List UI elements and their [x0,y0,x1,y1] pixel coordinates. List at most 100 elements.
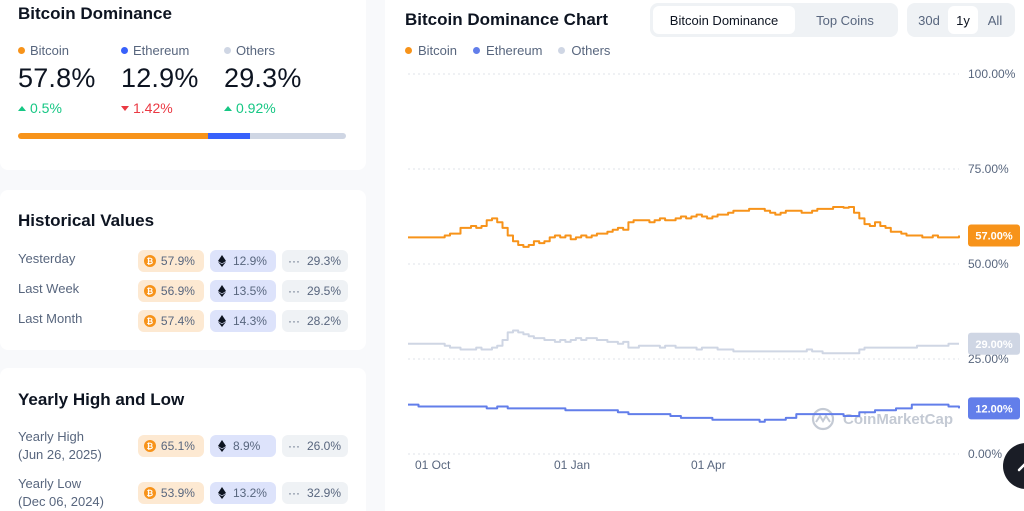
bitcoin-icon: ₿ [143,440,156,452]
coin-dominance-value: 29.3% [224,63,302,93]
series-line-others [408,329,959,355]
chart-type-toggle: Bitcoin Dominance Top Coins [650,3,898,37]
end-label-others: 29.00% [968,332,1020,355]
yearly-row: Yearly High (Jun 26, 2025) ₿ 65.1% 8.9% ··… [18,428,348,464]
end-label-bg [968,397,1020,420]
series-line-ethereum [408,403,960,423]
chart-grid [408,73,959,455]
more-dots-icon: ··· [287,254,300,268]
ethereum-pill: 12.9% [209,250,276,272]
more-dots-icon: ··· [287,284,300,298]
watermark-text: CoinMarketCap [843,411,953,428]
row-label: Yearly Low [18,476,82,491]
y-tick-label: 0.00% [968,447,1002,461]
row-label: Last Month [18,311,83,326]
end-label-bg [968,332,1020,355]
end-label-bg [968,224,1020,247]
dominance-chart-card: Bitcoin Dominance Chart Bitcoin Dominanc… [385,0,1024,511]
chart-series [408,206,960,423]
ethereum-dot-icon [121,47,128,54]
bitcoin-icon: ₿ [143,285,156,297]
coin-name: Others [236,43,276,58]
more-dots-icon: ··· [287,314,300,328]
y-tick-label: 50.00% [968,257,1009,271]
y-tick-label: 25.00% [968,352,1009,366]
bitcoin-pill: ₿ 57.4% [137,310,204,332]
triangle-up-icon [18,105,26,111]
others-pill: ··· 29.5% [281,280,348,302]
scroll-to-top-button[interactable] [1003,443,1024,489]
ethereum-icon [216,285,228,297]
others-pill: ··· 32.9% [281,482,348,504]
legend-item-others[interactable]: Others [558,43,610,58]
yearly-row: Yearly Low (Dec 06, 2024) ₿ 53.9% 13.2% ··… [18,475,348,511]
yearly-title: Yearly High and Low [18,390,185,409]
x-tick-label: 01 Apr [691,458,726,472]
tab-top-coins[interactable]: Top Coins [816,12,874,28]
others-dot-icon [224,47,231,54]
y-tick-label: 75.00% [968,162,1009,176]
bitcoin-pill: ₿ 57.9% [137,250,204,272]
row-date: (Jun 26, 2025) [18,447,102,462]
historical-title: Historical Values [18,211,155,230]
row-label: Yesterday [18,251,76,266]
range-30d-button[interactable]: 30d [918,12,940,28]
coin-name: Ethereum [133,43,190,58]
range-1y-button[interactable]: 1y [948,6,978,34]
triangle-up-icon [224,105,232,111]
more-dots-icon: ··· [287,486,300,500]
historical-row: Yesterday ₿ 57.9% 12.9% ··· 29.3% [18,250,348,272]
dominance-ethereum: Ethereum 12.9% 1.42% [121,43,199,116]
others-pill: ··· 29.3% [281,250,348,272]
historical-row: Last Week ₿ 56.9% 13.5% ··· 29.5% [18,280,348,302]
range-all-button[interactable]: All [987,12,1003,28]
ethereum-pill: 13.5% [209,280,276,302]
coin-change-value: 0.92% [236,100,276,116]
legend-item-bitcoin[interactable]: Bitcoin [405,43,457,58]
dominance-line-chart[interactable]: CoinMarketCap 100.00% 75.00% 50.00% 25.00% 0… [385,0,1024,510]
coin-dominance-value: 12.9% [121,63,199,93]
bitcoin-icon: ₿ [143,315,156,327]
others-pill: ··· 28.2% [281,310,348,332]
ethereum-icon [216,255,228,267]
more-dots-icon: ··· [287,439,300,453]
dominance-others: Others 29.3% 0.92% [224,43,302,116]
ethereum-pill: 13.2% [209,482,276,504]
x-tick-label: 01 Oct [415,458,451,472]
dominance-title: Bitcoin Dominance [18,4,172,23]
legend-item-ethereum[interactable]: Ethereum [473,43,542,58]
end-label-text: 12.00% [975,403,1013,415]
time-range-toggle: 30d 1y All [907,3,1015,37]
ethereum-dot-icon [473,47,481,54]
ethereum-icon [216,487,228,499]
ethereum-share-segment [207,133,250,139]
bitcoin-icon: ₿ [143,487,156,499]
tab-bitcoin-dominance[interactable]: Bitcoin Dominance [653,6,795,34]
chart-legend: Bitcoin Ethereum Others [405,43,610,58]
bitcoin-icon: ₿ [143,255,156,267]
bitcoin-dot-icon [18,47,25,54]
ethereum-icon [216,440,228,452]
row-label: Last Week [18,281,80,296]
historical-values-card: Historical Values Yesterday ₿ 57.9% 12.9%… [0,190,366,350]
historical-row: Last Month ₿ 57.4% 14.3% ··· 28.2% [18,310,348,332]
others-pill: ··· 26.0% [281,435,348,457]
series-line-bitcoin [408,206,960,248]
bitcoin-pill: ₿ 65.1% [137,435,204,457]
ethereum-pill: 14.3% [209,310,276,332]
bitcoin-pill: ₿ 53.9% [137,482,204,504]
ethereum-icon [216,315,228,327]
row-label: Yearly High [18,429,85,444]
chevron-up-icon [1017,463,1024,472]
others-share-segment [249,133,346,139]
y-tick-label: 100.00% [968,67,1016,81]
ethereum-pill: 8.9% [209,435,276,457]
y-axis-ticks: 100.00% 75.00% 50.00% 25.00% 0.00% [968,67,1016,461]
bitcoin-share-segment [18,133,208,139]
coin-change-value: 0.5% [30,100,62,116]
end-label-bitcoin: 57.00% [968,224,1020,247]
coin-name: Bitcoin [30,43,70,58]
series-end-labels: 57.00% 29.00% 12.00% [968,224,1020,420]
dominance-bitcoin: Bitcoin 57.8% 0.5% [18,43,96,116]
chart-title: Bitcoin Dominance Chart [405,10,609,29]
